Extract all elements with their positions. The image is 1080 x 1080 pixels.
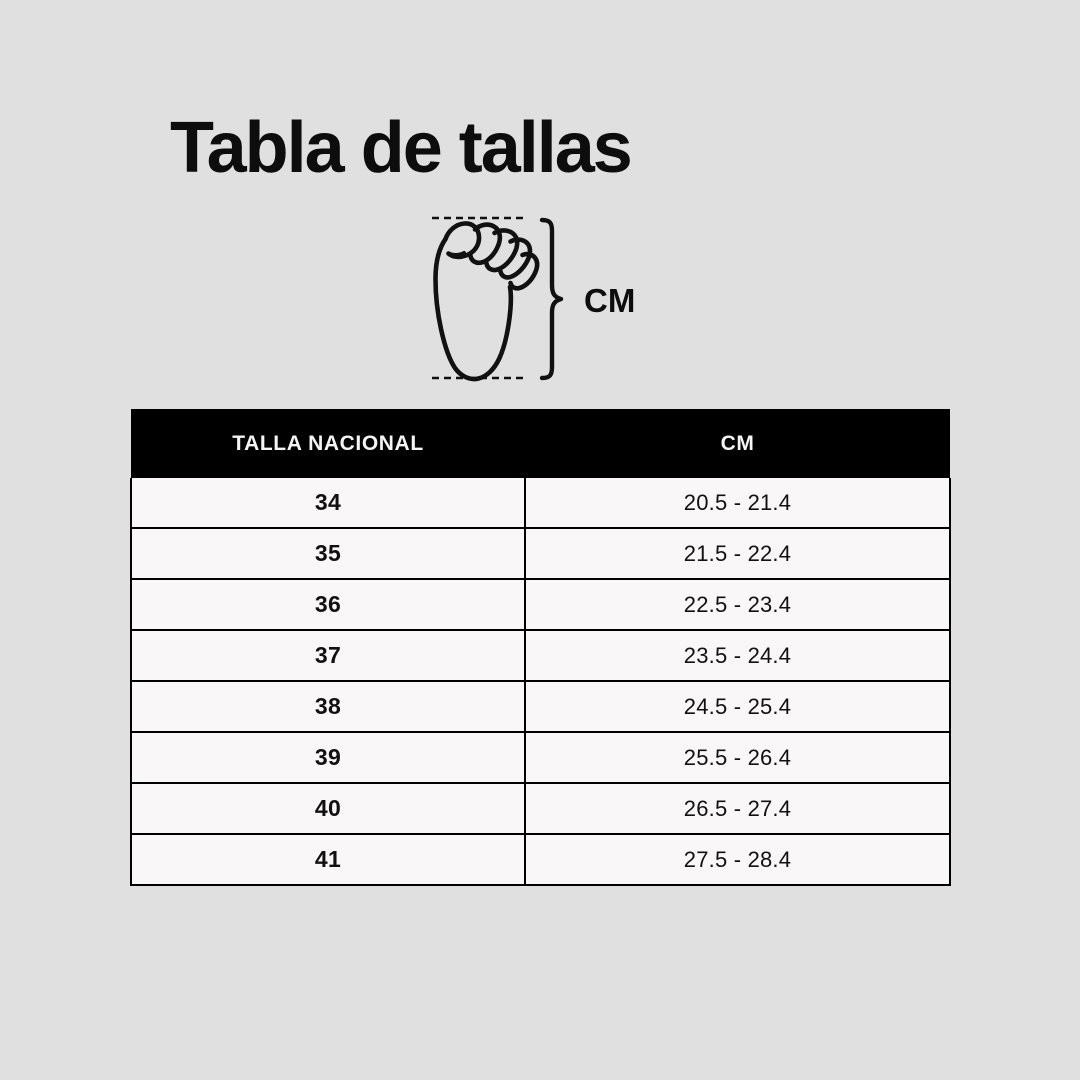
cm-measure-label: CM — [584, 282, 636, 319]
cell-cm-range: 23.5 - 24.4 — [524, 629, 951, 682]
page-title: Tabla de tallas — [170, 108, 633, 188]
cell-talla-nacional: 35 — [130, 527, 526, 580]
cell-cm-range: 20.5 - 21.4 — [524, 478, 951, 529]
size-chart-table: TALLA NACIONAL CM 34 20.5 - 21.4 35 21.5 - … — [130, 409, 951, 886]
cell-talla-nacional: 39 — [130, 731, 526, 784]
foot-measurement-diagram — [415, 205, 675, 400]
table-header-row: TALLA NACIONAL CM — [131, 409, 950, 478]
cell-cm-range: 26.5 - 27.4 — [524, 782, 951, 835]
cell-cm-range: 27.5 - 28.4 — [524, 833, 951, 886]
table-body: 34 20.5 - 21.4 35 21.5 - 22.4 36 22.5 - 23.4 3… — [130, 478, 951, 886]
table-row: 37 23.5 - 24.4 — [130, 629, 951, 682]
table-row: 38 24.5 - 25.4 — [130, 680, 951, 733]
foot-sole-outline-icon — [433, 221, 540, 382]
cell-talla-nacional: 41 — [130, 833, 526, 886]
cell-talla-nacional: 34 — [130, 478, 526, 529]
table-row: 41 27.5 - 28.4 — [130, 833, 951, 886]
table-row: 39 25.5 - 26.4 — [130, 731, 951, 784]
cell-talla-nacional: 36 — [130, 578, 526, 631]
cell-talla-nacional: 40 — [130, 782, 526, 835]
cell-cm-range: 21.5 - 22.4 — [524, 527, 951, 580]
cell-cm-range: 24.5 - 25.4 — [524, 680, 951, 733]
table-row: 36 22.5 - 23.4 — [130, 578, 951, 631]
curly-brace-icon — [539, 217, 564, 381]
cell-talla-nacional: 37 — [130, 629, 526, 682]
column-header-talla-nacional: TALLA NACIONAL — [131, 409, 525, 478]
column-header-cm: CM — [525, 409, 950, 478]
table-row: 40 26.5 - 27.4 — [130, 782, 951, 835]
cell-talla-nacional: 38 — [130, 680, 526, 733]
table-row: 34 20.5 - 21.4 — [130, 478, 951, 529]
table-header: TALLA NACIONAL CM — [131, 409, 950, 478]
cell-cm-range: 22.5 - 23.4 — [524, 578, 951, 631]
table-row: 35 21.5 - 22.4 — [130, 527, 951, 580]
cell-cm-range: 25.5 - 26.4 — [524, 731, 951, 784]
